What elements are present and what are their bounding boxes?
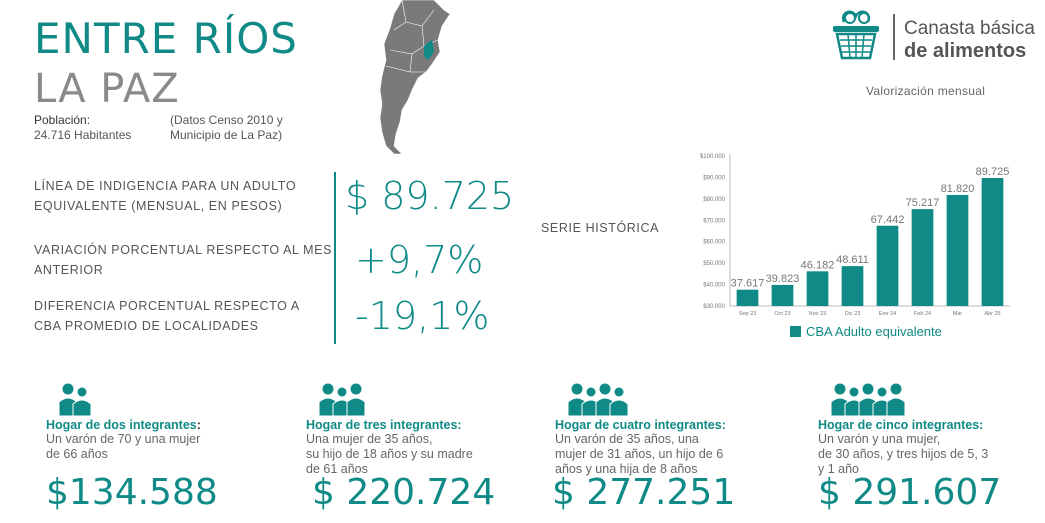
data-label: 46.182 [801,259,835,271]
logo-text-line1: Canasta básica [904,18,1035,39]
household-title-suffix: : [196,418,201,432]
household-desc: Un varón de 35 años, una mujer de 31 año… [555,432,724,476]
person-icon [72,386,92,416]
household-two-value: $134.588 [46,472,218,513]
indicator-value-variation: +9,7% [355,238,484,282]
y-tick-label: $80.000 [703,197,725,203]
locality-title: LA PAZ [34,66,180,112]
y-tick-label: $70.000 [703,218,725,224]
population-value: 24.716 Habitantes [34,128,132,142]
household-desc: Un varón y una mujer, de 30 años, y tres… [818,432,989,476]
household-two: Hogar de dos integrantes: Un varón de 70… [46,382,276,462]
people-icon [318,382,366,416]
population-label: Población: [34,113,91,127]
household-title: Hogar de cuatro integrantes: [555,418,726,432]
y-tick-label: $40.000 [703,283,725,289]
x-tick-label: Nov 23 [809,311,826,317]
household-desc: Un varón de 70 y una mujer de 66 años [46,432,201,461]
chart-legend: CBA Adulto equivalente [790,324,942,339]
historical-series-label: SERIE HISTÓRICA [541,221,660,235]
x-tick-label: Dic 23 [845,311,861,317]
household-five-value: $ 291.607 [818,472,1002,513]
indicator-value-difference: -19,1% [355,294,490,338]
people-icon [58,382,92,416]
logo-divider [893,14,895,60]
indicator-divider [334,172,336,344]
monthly-valuation-label: Valorización mensual [866,84,986,98]
y-tick-label: $100.000 [700,154,726,160]
bar [876,225,899,306]
legend-label: CBA Adulto equivalente [806,324,942,339]
argentina-map-icon [379,0,451,155]
person-icon [886,382,906,416]
x-tick-label: Abr 25 [984,311,1000,317]
y-tick-label: $50.000 [703,261,725,267]
bar [841,266,864,306]
indicator-value-indigence: $ 89.725 [345,174,515,218]
x-tick-label: Oct 23 [774,311,790,317]
y-tick-label: $90.000 [703,175,725,181]
bar [946,194,969,306]
x-tick-label: Mar [953,311,963,317]
basket-logo-icon [833,10,879,60]
household-desc: Una mujer de 35 años, su hijo de 18 años… [306,432,473,476]
data-label: 89.725 [976,166,1010,178]
x-tick-label: Feb 24 [914,311,931,317]
household-three-value: $ 220.724 [312,472,496,513]
indicator-label-difference: DIFERENCIA PORCENTUAL RESPECTO A CBA PRO… [34,299,300,333]
people-icon [830,382,906,416]
data-label: 67.442 [871,214,905,226]
cba-bar-chart: $100.000 $90.000 $80.000 $70.000 $60.000 $50.… [700,154,1010,317]
people-icon [567,382,629,416]
data-label: 75.217 [906,197,940,209]
data-label: 39.823 [766,273,800,285]
bar [806,271,829,306]
household-title: Hogar de tres integrantes: [306,418,462,432]
household-three: Hogar de tres integrantes: Una mujer de … [306,382,536,477]
household-four-value: $ 277.251 [552,472,736,513]
y-tick-label: $30.000 [703,304,725,310]
entre-rios-highlight [424,40,434,60]
data-label: 48.611 [836,254,869,266]
person-icon [609,386,629,416]
household-four: Hogar de cuatro integrantes: Un varón de… [555,382,785,477]
person-icon [346,382,366,416]
indicator-label-indigence: LÍNEA DE INDIGENCIA PARA UN ADULTO EQUIV… [34,179,297,213]
census-note-line2: Municipio de La Paz) [170,128,283,142]
household-title: Hogar de dos integrantes [46,418,197,432]
data-label: 37.617 [731,278,765,290]
logo-text-line2: de alimentos [904,40,1027,62]
census-note-line1: (Datos Censo 2010 y [170,113,283,127]
province-title: ENTRE RÍOS [34,14,298,63]
household-title: Hogar de cinco integrantes: [818,418,984,432]
y-tick-label: $60.000 [703,240,725,246]
indicator-label-variation: VARIACIÓN PORCENTUAL RESPECTO AL MES ANT… [34,243,333,277]
bar [911,209,934,306]
data-label: 81.820 [941,183,975,195]
bar [981,178,1004,306]
x-tick-label: Sep 23 [739,311,756,317]
bar [736,289,759,306]
legend-swatch [790,326,801,337]
x-tick-label: Ene 24 [879,311,896,317]
bar [771,284,794,306]
household-five: Hogar de cinco integrantes: Un varón y u… [818,382,1045,477]
